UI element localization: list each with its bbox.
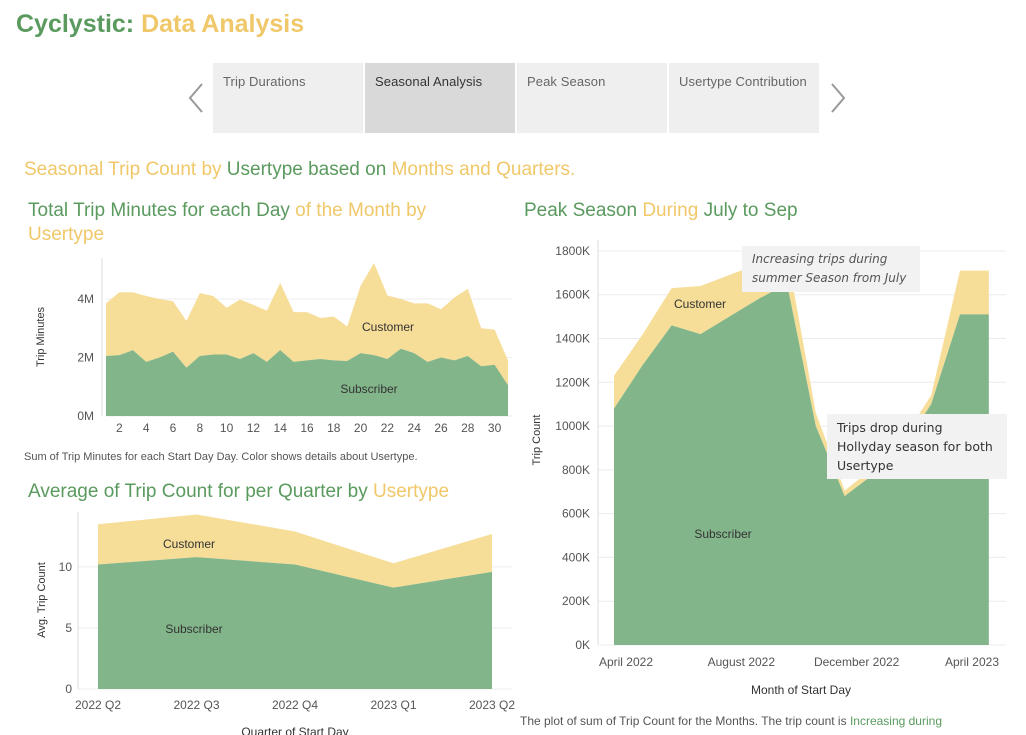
y-tick-label: 1200K (555, 375, 590, 389)
x-tick-label: 6 (170, 421, 177, 435)
x-tick-label: 2 (116, 421, 123, 435)
chart3-caption: The plot of sum of Trip Count for the Mo… (520, 714, 942, 728)
subscriber-area (98, 557, 492, 689)
x-tick-label: 10 (220, 421, 234, 435)
x-axis-label: Month of Start Day (751, 683, 851, 697)
y-tick-label: 2M (77, 350, 94, 364)
y-tick-label: 400K (562, 550, 590, 564)
title-part: Peak Season (524, 200, 643, 221)
chart3-title: Peak Season During July to Sep (524, 199, 798, 223)
section-heading: Seasonal Trip Count by Usertype based on… (24, 159, 575, 181)
y-tick-label: 1600K (555, 288, 590, 302)
x-tick-label: 8 (196, 421, 203, 435)
x-tick-label: 28 (461, 421, 475, 435)
y-tick-label: 1000K (555, 419, 590, 433)
y-tick-label: 1400K (555, 332, 590, 346)
x-tick-label: 18 (327, 421, 341, 435)
chevron-left-icon (188, 83, 203, 113)
customer-area (98, 514, 492, 588)
title-part: During (642, 200, 699, 221)
title-subtitle: Data Analysis (141, 10, 305, 38)
tab-seasonal-analysis[interactable]: Seasonal Analysis (365, 63, 515, 133)
title-part: Usertype (373, 481, 450, 502)
y-axis-label: Trip Count (531, 415, 543, 466)
subscriber-label: Subscriber (694, 527, 751, 541)
tab-label: Seasonal Analysis (375, 74, 483, 89)
heading-part: Usertype (226, 159, 303, 180)
title-part: Average of Trip Count for per Quarter by (28, 481, 373, 502)
y-tick-label: 600K (562, 507, 590, 521)
y-tick-label: 4M (77, 292, 94, 306)
y-tick-label: 0 (65, 682, 72, 696)
x-tick-label: 24 (408, 421, 422, 435)
chart2-title: Average of Trip Count for per Quarter by… (28, 480, 449, 504)
tab-label: Trip Durations (223, 74, 306, 89)
y-axis-label: Avg. Trip Count (36, 562, 48, 638)
caption-part: The plot of sum of Trip Count for the Mo… (520, 714, 850, 728)
x-tick-label: 2022 Q3 (173, 698, 219, 712)
x-tick-label: 4 (143, 421, 150, 435)
customer-area (106, 262, 508, 386)
x-tick-label: 14 (274, 421, 288, 435)
subscriber-label: Subscriber (340, 382, 397, 396)
customer-label: Customer (362, 320, 414, 334)
tab-label: Peak Season (527, 74, 606, 89)
tab-label: Usertype Contribution (679, 74, 807, 89)
x-tick-label: April 2022 (599, 655, 653, 669)
chart1-title: Total Trip Minutes for each Day of the M… (28, 199, 468, 247)
title-brand: Cyclystic: (16, 10, 135, 38)
title-part: Total Trip Minutes for each Day (28, 200, 296, 221)
customer-label: Customer (674, 297, 726, 311)
title-part: July to Sep (698, 200, 798, 221)
x-tick-label: 16 (300, 421, 314, 435)
y-axis-label: Trip Minutes (35, 306, 47, 367)
x-tick-label: 22 (381, 421, 395, 435)
callout-holiday-drop: Trips drop during Hollyday season for bo… (827, 414, 1007, 479)
heading-part: based on (302, 159, 392, 180)
x-tick-label: December 2022 (814, 655, 900, 669)
next-tab-arrow[interactable] (824, 80, 854, 116)
x-tick-label: 26 (434, 421, 448, 435)
y-tick-label: 0M (77, 409, 94, 423)
title-part: Usertype (28, 224, 105, 245)
y-tick-label: 10 (59, 560, 73, 574)
heading-part: Months and Quarters. (391, 159, 576, 180)
y-tick-label: 1800K (555, 244, 590, 258)
caption-part: Increasing during (849, 714, 942, 728)
x-tick-label: 12 (247, 421, 261, 435)
subscriber-area (614, 283, 989, 645)
chart1-caption: Sum of Trip Minutes for each Start Day D… (24, 451, 418, 463)
x-tick-label: 2023 Q2 (469, 698, 515, 712)
title-part: of the Month by (295, 200, 427, 221)
customer-label: Customer (163, 537, 215, 551)
y-tick-label: 200K (562, 594, 590, 608)
x-tick-label: 30 (488, 421, 502, 435)
y-tick-label: 800K (562, 463, 590, 477)
tab-usertype-contribution[interactable]: Usertype Contribution (669, 63, 819, 133)
x-tick-label: 2023 Q1 (370, 698, 416, 712)
x-tick-label: 2022 Q4 (272, 698, 318, 712)
heading-part: Seasonal Trip Count by (24, 159, 227, 180)
x-tick-label: April 2023 (945, 655, 999, 669)
y-tick-label: 5 (65, 621, 72, 635)
x-tick-label: 20 (354, 421, 368, 435)
prev-tab-arrow[interactable] (182, 80, 212, 116)
subscriber-label: Subscriber (165, 622, 222, 636)
subscriber-area (106, 348, 508, 416)
customer-area (614, 253, 989, 497)
callout-summer-increase: Increasing trips during summer Season fr… (742, 246, 920, 292)
y-tick-label: 0K (575, 638, 590, 652)
tab-peak-season[interactable]: Peak Season (517, 63, 667, 133)
x-tick-label: August 2022 (708, 655, 776, 669)
x-axis-label: Quarter of Start Day (241, 725, 348, 735)
tab-trip-durations[interactable]: Trip Durations (213, 63, 363, 133)
chevron-right-icon (831, 83, 846, 113)
app-title: Cyclystic: Data Analysis (16, 10, 304, 39)
x-tick-label: 2022 Q2 (75, 698, 121, 712)
